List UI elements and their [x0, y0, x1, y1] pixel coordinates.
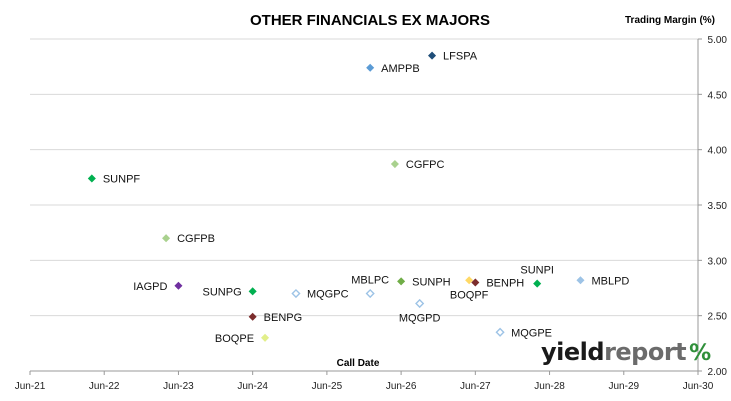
- point-label-boqpf: BOQPF: [450, 289, 489, 301]
- x-tick-label-9: Jun-30: [683, 381, 714, 392]
- point-label-benph: BENPH: [486, 277, 524, 289]
- x-tick-label-1: Jun-22: [89, 381, 120, 392]
- point-iagpd: [174, 281, 183, 290]
- x-tick-label-0: Jun-21: [15, 381, 46, 392]
- x-tick-label-5: Jun-26: [386, 381, 417, 392]
- y-tick-label-4: 4.00: [708, 146, 728, 157]
- y-tick-label-0: 2.00: [708, 367, 728, 378]
- point-boqpf: [465, 276, 474, 285]
- point-boqpe: [261, 333, 270, 342]
- point-label-sunph: SUNPH: [412, 276, 451, 288]
- y-tick-label-6: 5.00: [708, 35, 728, 46]
- point-cgfpc: [390, 160, 399, 169]
- point-cgfpb: [162, 234, 171, 243]
- logo-text-yield: yield: [541, 338, 605, 366]
- point-label-mblpc: MBLPC: [351, 275, 389, 287]
- point-benph: [471, 278, 480, 287]
- point-mqgpd: [415, 298, 425, 309]
- point-label-sunpg: SUNPG: [203, 286, 242, 298]
- x-tick-label-7: Jun-28: [534, 381, 565, 392]
- x-axis-ticks: Jun-21 Jun-22 Jun-23 Jun-24 Jun-25 Jun-26 Jun-…: [15, 371, 714, 392]
- percent-icon: %: [689, 341, 711, 366]
- point-label-mqgpc: MQGPC: [307, 289, 349, 301]
- point-label-mqgpe: MQGPE: [511, 327, 552, 339]
- point-label-amppb: AMPPB: [381, 63, 420, 75]
- point-label-boqpe: BOQPE: [215, 333, 254, 345]
- chart-title: OTHER FINANCIALS EX MAJORS: [250, 12, 490, 29]
- point-mblpc: [365, 288, 375, 299]
- point-mqgpc: [291, 288, 301, 299]
- y-tick-label-5: 4.50: [708, 90, 728, 101]
- x-tick-label-6: Jun-27: [460, 381, 491, 392]
- point-sunpf: [87, 174, 96, 183]
- y-tick-label-3: 3.50: [708, 201, 728, 212]
- point-label-iagpd: IAGPD: [133, 281, 167, 293]
- point-lfspa: [428, 51, 437, 60]
- y-tick-label-1: 2.50: [708, 312, 728, 323]
- x-tick-label-8: Jun-29: [608, 381, 639, 392]
- point-label-mblpd: MBLPD: [591, 275, 629, 287]
- point-label-mqgpd: MQGPD: [399, 312, 441, 324]
- point-label-cgfpc: CGFPC: [406, 159, 445, 171]
- point-sunpg: [248, 287, 257, 296]
- gridlines: [30, 38, 698, 317]
- x-tick-label-4: Jun-25: [312, 381, 343, 392]
- point-mblpd: [576, 276, 585, 285]
- y-axis-ticks: 2.00 2.50 3.00 3.50 4.00 4.50 5.00: [698, 35, 727, 378]
- y-tick-label-2: 3.00: [708, 256, 728, 267]
- point-amppb: [366, 63, 375, 72]
- point-label-sunpi: SUNPI: [520, 265, 554, 277]
- point-mqgpe: [495, 327, 505, 337]
- point-sunpi: [533, 279, 542, 288]
- x-axis-title: Call Date: [337, 358, 380, 369]
- y-axis-title: Trading Margin (%): [625, 15, 715, 26]
- logo-text-report: report: [604, 338, 687, 366]
- yieldreport-logo: yieldreport%: [541, 338, 711, 366]
- point-label-benpg: BENPG: [264, 312, 303, 324]
- x-tick-label-2: Jun-23: [163, 381, 194, 392]
- x-tick-label-3: Jun-24: [237, 381, 268, 392]
- point-sunph: [397, 277, 406, 286]
- point-label-sunpf: SUNPF: [103, 173, 141, 185]
- point-label-cgfpb: CGFPB: [177, 233, 215, 245]
- data-points: [87, 51, 585, 342]
- point-benpg: [248, 312, 257, 321]
- point-label-lfspa: LFSPA: [443, 51, 478, 63]
